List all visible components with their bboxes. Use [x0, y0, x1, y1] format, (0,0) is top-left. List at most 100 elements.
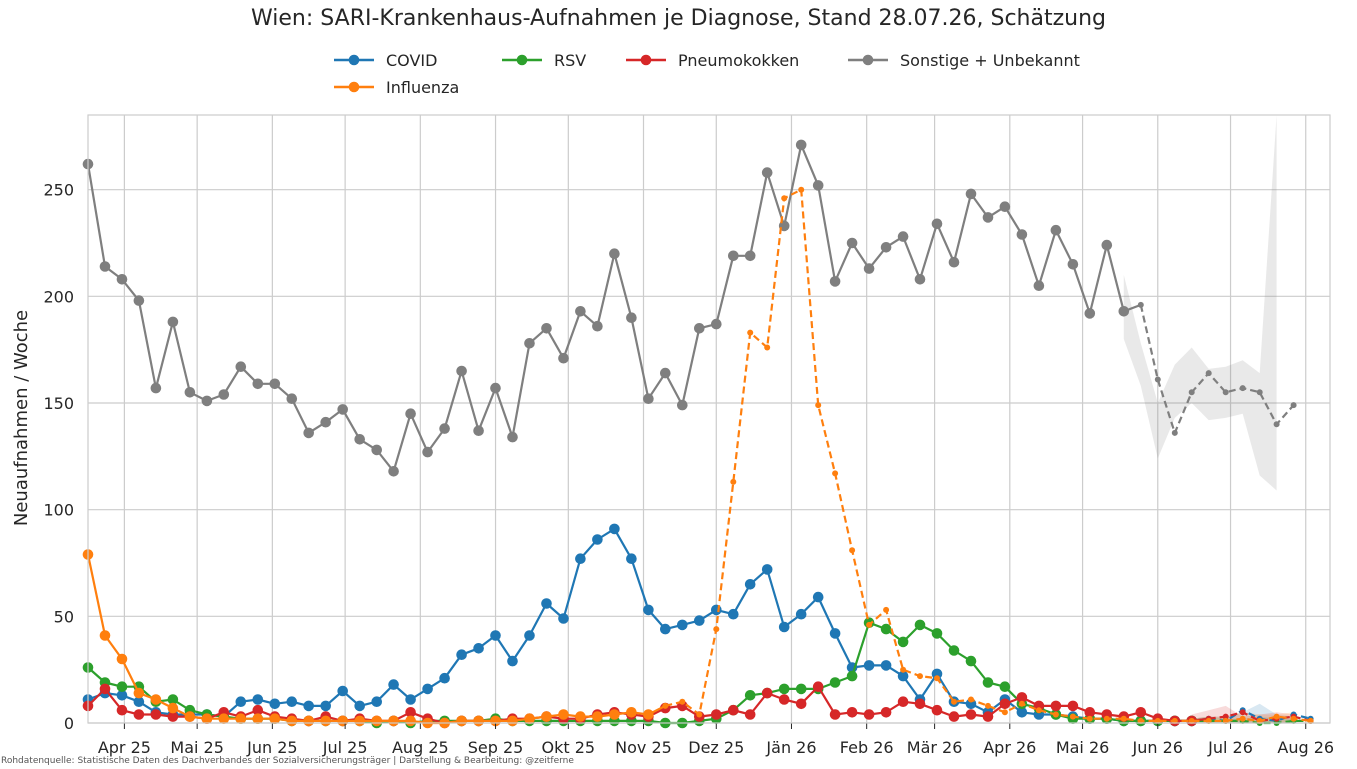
series-line-dashed-influenza: [665, 187, 1311, 723]
data-point-influenza: [1120, 715, 1127, 722]
legend-marker-pneumokokken: [640, 54, 652, 66]
data-point-influenza: [524, 713, 535, 724]
data-point-influenza: [917, 673, 923, 680]
data-point-sonstige-unbekannt: [456, 365, 467, 377]
data-point-sonstige-unbekannt: [490, 382, 501, 394]
data-point-sonstige-unbekannt: [252, 378, 264, 390]
data-point-covid: [863, 660, 875, 671]
data-point-sonstige-unbekannt: [235, 361, 247, 373]
legend: COVID RSV Pneumokokken Sonstige + Unbekannt…: [334, 51, 1080, 97]
data-point-sonstige-unbekannt: [371, 444, 383, 456]
data-point-sonstige-unbekannt: [677, 399, 688, 411]
y-tick-label: 150: [43, 394, 74, 413]
band-pneumokokken: [1191, 705, 1294, 723]
data-point-influenza: [781, 195, 788, 202]
data-point-covid: [677, 619, 688, 631]
data-point-covid: [354, 700, 366, 712]
data-point-rsv: [744, 690, 756, 701]
data-point-influenza: [150, 694, 162, 705]
data-point-covid: [252, 694, 264, 705]
data-point-sonstige-unbekannt: [388, 466, 399, 477]
data-point-pneumokokken: [812, 681, 824, 692]
data-point-influenza: [456, 715, 467, 727]
data-point-pneumokokken: [829, 709, 841, 720]
data-point-covid: [320, 700, 332, 712]
data-point-pneumokokken: [863, 709, 875, 720]
data-point-sonstige-unbekannt: [303, 427, 315, 439]
data-point-pneumokokken: [914, 698, 926, 710]
data-point-covid: [728, 608, 739, 620]
data-point-influenza: [815, 402, 822, 409]
data-point-sonstige-unbekannt: [320, 416, 332, 428]
data-point-influenza: [184, 711, 196, 722]
data-point-rsv: [931, 628, 943, 639]
data-point-influenza: [968, 696, 974, 703]
data-point-influenza: [303, 715, 315, 727]
data-point-influenza: [286, 715, 298, 727]
y-tick-label: 200: [43, 287, 74, 306]
x-tick-label: Jun 26: [1132, 738, 1183, 757]
data-point-covid: [235, 696, 247, 707]
data-point-sonstige-unbekannt: [1205, 370, 1212, 377]
data-point-covid: [524, 630, 535, 641]
x-tick-label: Jul 26: [1207, 738, 1253, 757]
data-point-influenza: [934, 675, 940, 682]
data-point-rsv: [167, 694, 179, 705]
data-point-rsv: [982, 677, 994, 688]
data-point-rsv: [880, 623, 892, 635]
data-point-covid: [694, 615, 705, 626]
data-point-influenza: [1103, 715, 1110, 722]
data-point-sonstige-unbekannt: [524, 338, 535, 349]
data-point-influenza: [643, 709, 654, 720]
data-point-sonstige-unbekannt: [965, 188, 977, 200]
data-point-pneumokokken: [1033, 700, 1045, 712]
data-point-pneumokokken: [948, 711, 960, 722]
y-tick-label: 100: [43, 501, 74, 520]
data-point-covid: [473, 643, 484, 654]
x-tick-label: Jun 25: [246, 738, 297, 757]
data-point-pneumokokken: [982, 711, 994, 722]
chart-title: Wien: SARI-Krankenhaus-Aufnahmen je Diag…: [251, 6, 1106, 31]
data-point-sonstige-unbekannt: [1171, 429, 1178, 436]
data-point-covid: [337, 685, 349, 697]
data-point-influenza: [1273, 713, 1280, 720]
data-point-influenza: [269, 713, 281, 724]
data-point-covid: [575, 553, 586, 564]
data-point-sonstige-unbekannt: [1222, 389, 1229, 396]
x-tick-label: Mai 26: [1056, 738, 1110, 757]
data-point-influenza: [218, 713, 230, 724]
data-point-sonstige-unbekannt: [507, 431, 518, 443]
data-point-sonstige-unbekannt: [863, 263, 875, 274]
y-tick-label: 0: [64, 714, 74, 733]
data-point-pneumokokken: [1239, 709, 1246, 716]
data-point-sonstige-unbekannt: [99, 261, 111, 272]
data-point-sonstige-unbekannt: [592, 320, 603, 332]
data-point-pneumokokken: [99, 683, 111, 695]
data-point-sonstige-unbekannt: [354, 434, 366, 445]
data-point-covid: [456, 649, 467, 660]
data-point-covid: [761, 564, 773, 575]
data-point-sonstige-unbekannt: [795, 139, 807, 151]
data-point-rsv: [914, 619, 926, 631]
data-point-sonstige-unbekannt: [609, 248, 620, 259]
data-point-sonstige-unbekannt: [1137, 301, 1144, 308]
data-point-covid: [1016, 707, 1028, 718]
data-point-influenza: [473, 715, 484, 727]
data-point-influenza: [133, 687, 145, 699]
y-tick-label: 250: [43, 181, 74, 200]
data-point-sonstige-unbekannt: [439, 423, 450, 434]
data-point-influenza: [626, 707, 637, 718]
data-point-influenza: [798, 186, 805, 193]
data-point-sonstige-unbekannt: [150, 382, 162, 394]
data-point-influenza: [730, 478, 737, 485]
legend-label-influenza: Influenza: [386, 78, 459, 97]
data-point-pneumokokken: [931, 704, 943, 716]
legend-label-pneumokokken: Pneumokokken: [678, 51, 799, 70]
data-point-covid: [269, 698, 281, 710]
data-point-pneumokokken: [744, 709, 756, 720]
data-point-pneumokokken: [965, 709, 977, 720]
data-point-sonstige-unbekannt: [473, 425, 484, 437]
data-point-sonstige-unbekannt: [1016, 229, 1028, 240]
data-point-rsv: [948, 645, 960, 656]
data-point-covid: [388, 679, 399, 690]
